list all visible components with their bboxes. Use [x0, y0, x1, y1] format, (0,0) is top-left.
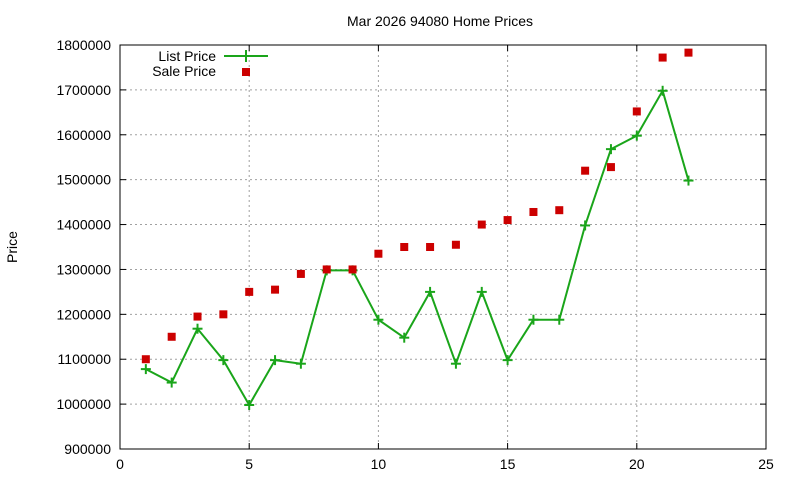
- sale-price-point: [529, 207, 538, 216]
- list-price-point: [140, 364, 151, 375]
- y-tick-label: 1200000: [56, 306, 111, 322]
- y-tick-label: 1700000: [56, 82, 111, 98]
- list-price-point: [580, 220, 591, 231]
- list-price-point: [502, 355, 513, 366]
- y-tick-label: 1500000: [56, 172, 111, 188]
- list-price-point: [657, 85, 668, 96]
- y-tick-label: 1000000: [56, 396, 111, 412]
- y-tick-label: 1600000: [56, 127, 111, 143]
- list-price-point: [166, 377, 177, 388]
- y-tick-label: 1300000: [56, 261, 111, 277]
- list-price-point: [295, 358, 306, 369]
- legend: List Price Sale Price: [152, 48, 268, 79]
- sale-price-point: [555, 206, 564, 215]
- list-price-point: [683, 175, 694, 186]
- list-price-point: [631, 130, 642, 141]
- sale-price-point: [374, 249, 383, 258]
- list-price-point: [554, 314, 565, 325]
- sale-price-point: [426, 243, 435, 251]
- sale-price-point: [451, 240, 460, 249]
- sale-price-point: [658, 53, 667, 62]
- x-tick-label: 0: [116, 456, 124, 472]
- list-price-point: [218, 355, 229, 366]
- legend-label-sale-price: Sale Price: [152, 63, 216, 79]
- sale-price-point: [684, 48, 693, 57]
- series-layer: [140, 48, 694, 411]
- x-tick-label: 20: [629, 456, 645, 472]
- list-price-point: [373, 314, 384, 325]
- list-price-point: [605, 144, 616, 155]
- sale-price-point: [219, 310, 228, 319]
- sale-price-point: [606, 163, 615, 172]
- list-price-point: [528, 314, 539, 325]
- sale-price-point: [348, 265, 357, 274]
- grid-layer: [120, 45, 766, 449]
- chart-title: Mar 2026 94080 Home Prices: [347, 13, 533, 29]
- y-tick-label: 900000: [64, 441, 111, 457]
- x-tick-label: 25: [758, 456, 774, 472]
- y-tick-label: 1100000: [58, 351, 112, 367]
- y-tick-label: 1800000: [56, 37, 111, 53]
- list-price-line: [145, 89, 690, 407]
- sale-price-point: [322, 265, 331, 274]
- y-tick-label: 1400000: [56, 217, 111, 233]
- list-price-point: [270, 355, 281, 366]
- sale-price-point: [141, 355, 150, 364]
- legend-label-list-price: List Price: [158, 48, 216, 64]
- sale-price-point: [167, 332, 176, 341]
- x-tick-label: 10: [371, 456, 387, 472]
- sale-price-point: [296, 269, 305, 278]
- list-price-point: [192, 323, 203, 334]
- sale-price-point: [581, 166, 590, 175]
- sale-price-point: [193, 312, 202, 321]
- x-tick-label: 15: [500, 456, 516, 472]
- list-price-point: [244, 400, 255, 411]
- y-axis-label: Price: [4, 231, 20, 263]
- list-price-point: [476, 286, 487, 297]
- x-tick-label: 5: [245, 456, 253, 472]
- list-price-point: [399, 332, 410, 343]
- list-price-point: [450, 358, 461, 369]
- tick-layer: 900000 1000000 1100000 1200000 1300000 140000…: [56, 37, 774, 472]
- legend-marker-sale-price: [242, 68, 250, 76]
- legend-marker-list-price: [240, 50, 252, 62]
- sale-price-point: [632, 107, 641, 116]
- sale-price-point: [400, 243, 409, 251]
- list-price-point: [425, 286, 436, 297]
- sale-price-point: [271, 285, 280, 294]
- sale-price-point: [245, 287, 254, 296]
- sale-price-point: [503, 216, 512, 225]
- plot-frame: [119, 44, 767, 450]
- sale-price-point: [477, 220, 486, 229]
